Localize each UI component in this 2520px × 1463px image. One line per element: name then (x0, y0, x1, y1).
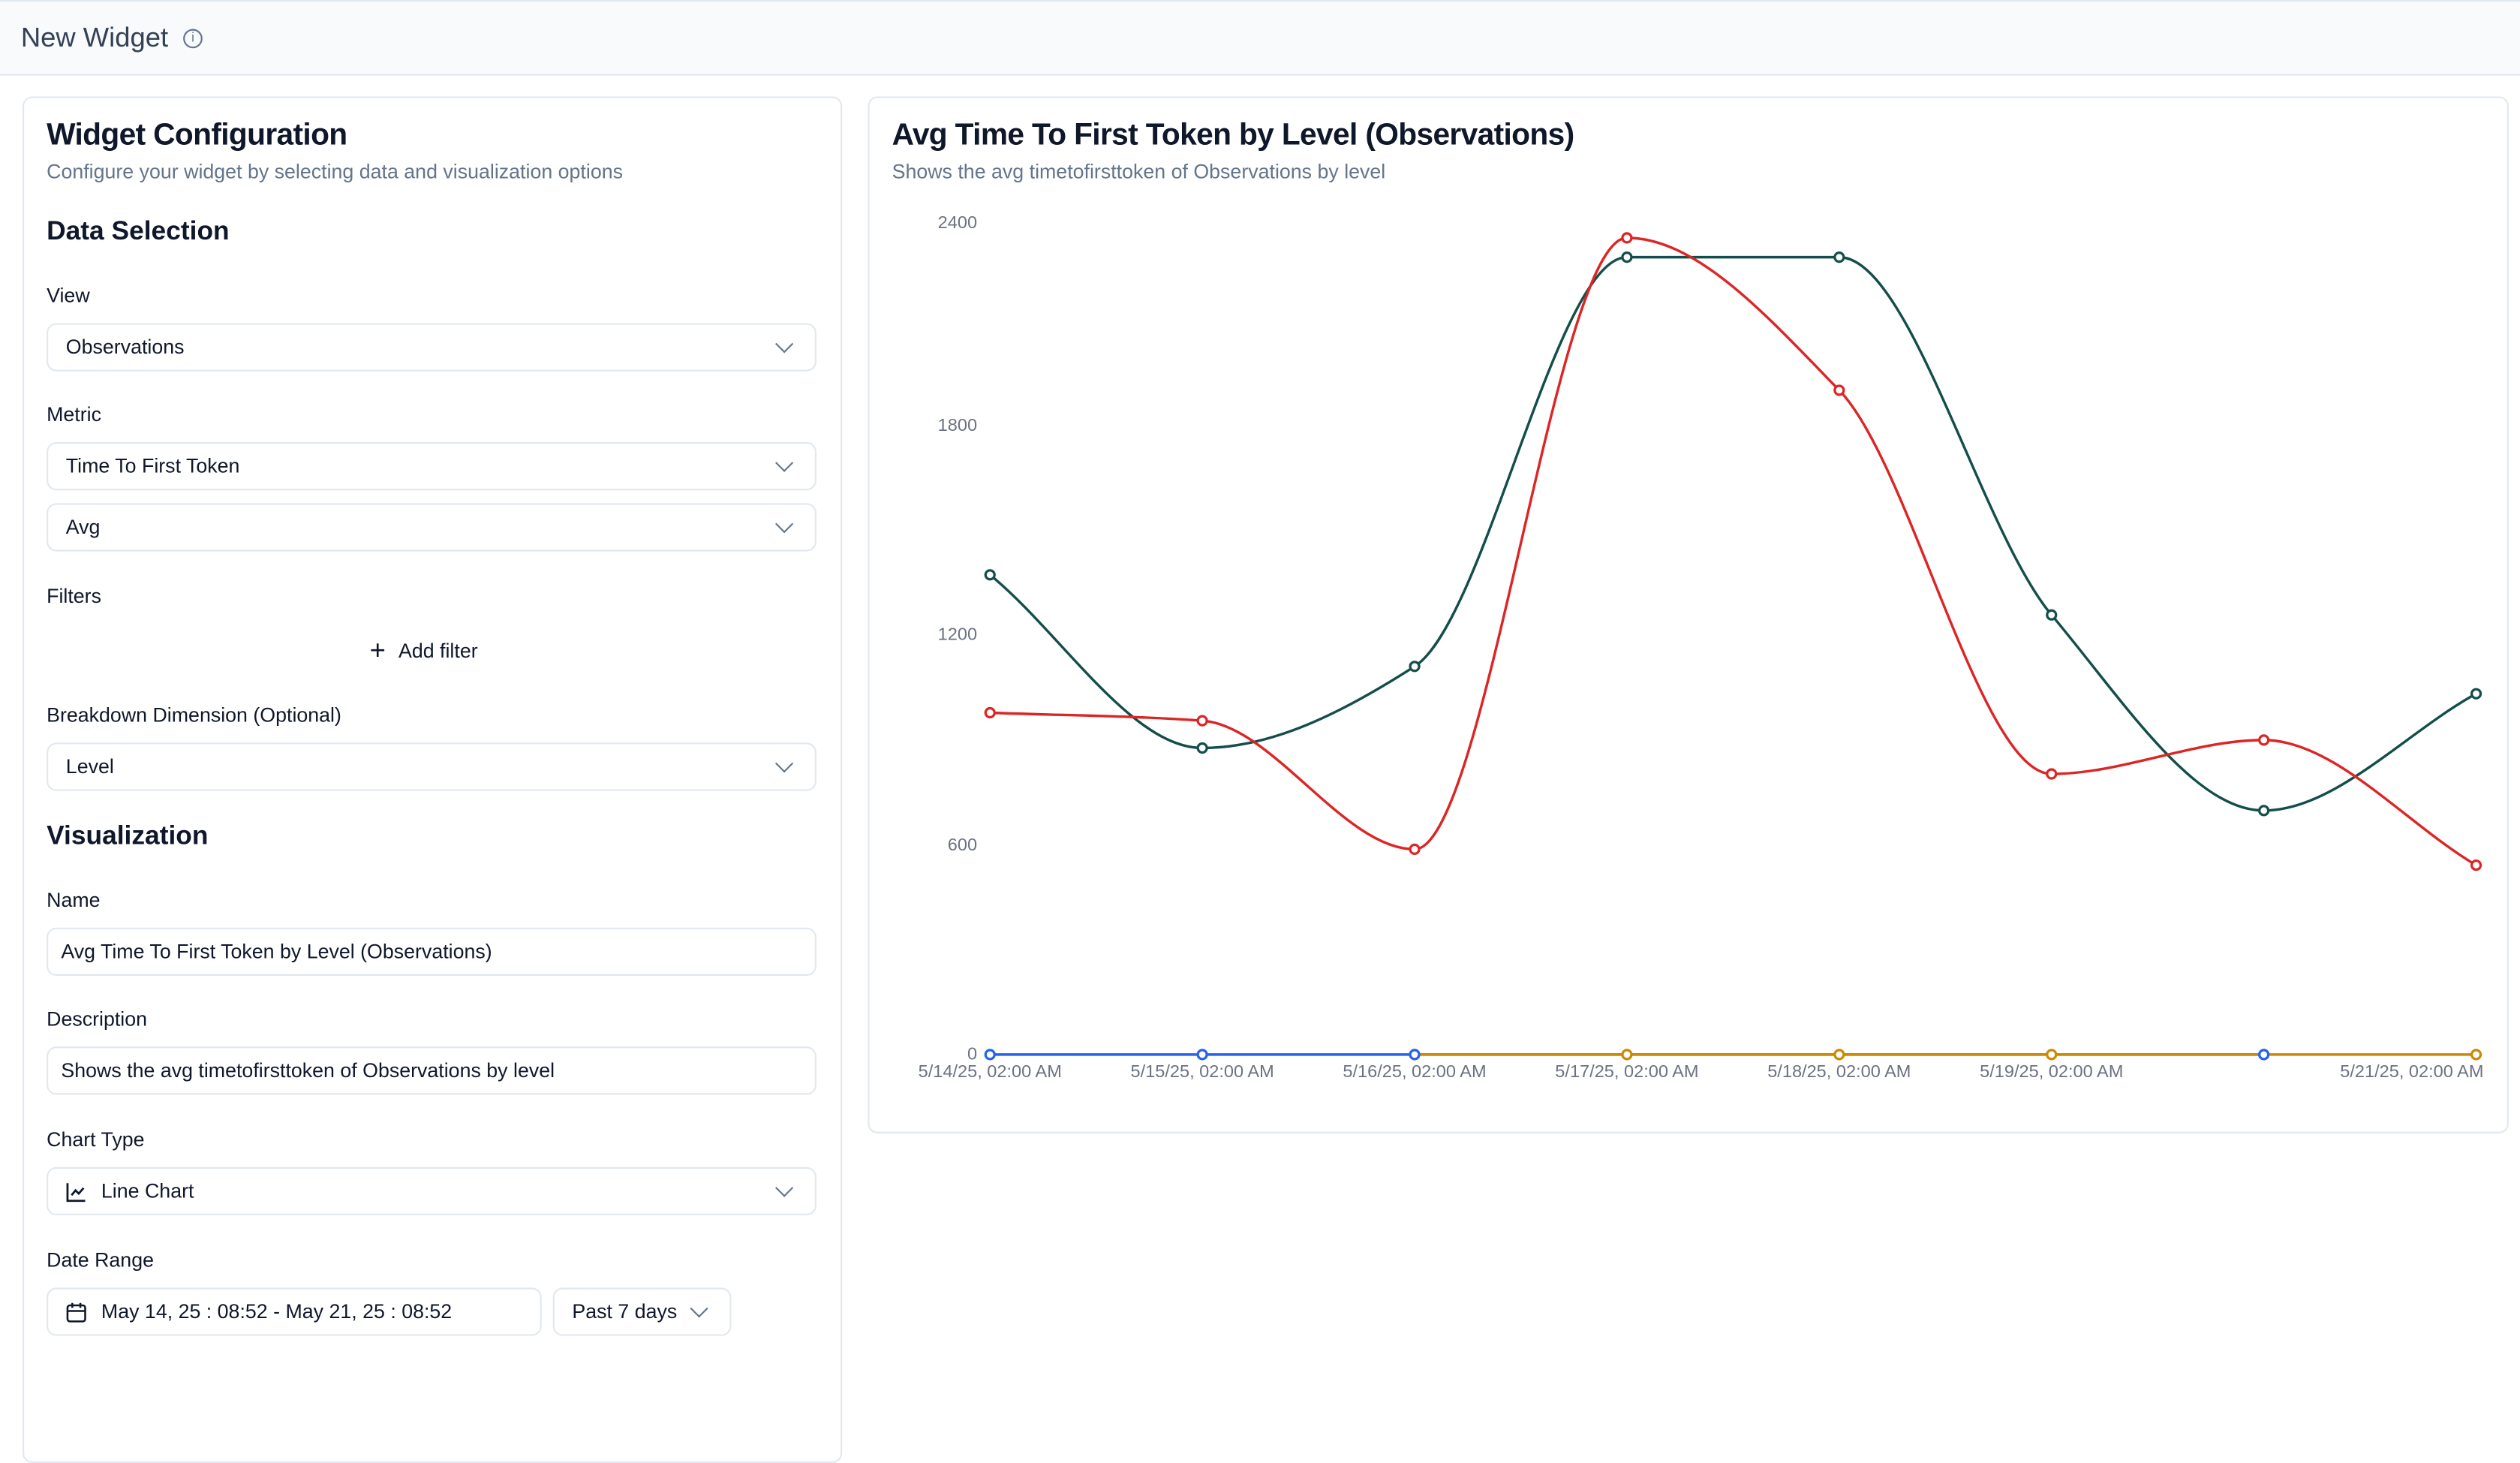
data-point[interactable] (1409, 661, 1421, 673)
view-label: View (47, 284, 90, 308)
breakdown-select-value: Level (65, 755, 114, 778)
calendar-icon (66, 1302, 86, 1322)
date-range-value: May 14, 25 : 08:52 - May 21, 25 : 08:52 (101, 1300, 453, 1323)
y-tick-label: 0 (967, 1045, 978, 1064)
metric-select-value: Time To First Token (65, 455, 240, 478)
date-preset-value: Past 7 days (572, 1300, 678, 1323)
y-tick-label: 2400 (937, 213, 978, 233)
x-tick-label: 5/21/25, 02:00 AM (2340, 1062, 2484, 1082)
filters-label: Filters (47, 585, 101, 608)
chevron-down-icon (774, 1179, 794, 1197)
data-point[interactable] (1196, 1049, 1208, 1061)
data-point[interactable] (1621, 232, 1633, 244)
chart-type-value: Line Chart (101, 1179, 194, 1203)
chart-subtitle: Shows the avg timetofirsttoken of Observ… (892, 161, 1386, 184)
x-tick-label: 5/15/25, 02:00 AM (1130, 1062, 1274, 1082)
breakdown-select[interactable]: Level (47, 742, 816, 791)
description-input-value: Shows the avg timetofirsttoken of Observ… (61, 1059, 555, 1082)
data-point[interactable] (1621, 1049, 1633, 1061)
data-point[interactable] (2470, 1049, 2482, 1061)
chevron-down-icon (774, 515, 794, 534)
config-title: Widget Configuration (47, 119, 347, 153)
data-point[interactable] (2470, 859, 2482, 871)
chart-type-label: Chart Type (47, 1128, 145, 1151)
data-point[interactable] (1621, 251, 1633, 263)
chevron-down-icon (774, 754, 794, 773)
description-input[interactable]: Shows the avg timetofirsttoken of Observ… (47, 1046, 816, 1095)
series-line (989, 255, 2477, 812)
y-tick-label: 600 (947, 835, 978, 856)
x-tick-label: 5/14/25, 02:00 AM (918, 1062, 1062, 1082)
info-circle-icon[interactable]: i (183, 29, 203, 49)
date-preset-select[interactable]: Past 7 days (552, 1287, 732, 1336)
data-point[interactable] (1833, 384, 1845, 396)
name-input-value: Avg Time To First Token by Level (Observ… (61, 940, 492, 963)
chevron-down-icon (774, 335, 794, 354)
x-tick-label: 5/16/25, 02:00 AM (1343, 1062, 1487, 1082)
line-chart-plot (984, 232, 2482, 1061)
plus-icon: + (369, 634, 386, 666)
metric-label: Metric (47, 403, 101, 426)
breakdown-label: Breakdown Dimension (Optional) (47, 704, 341, 727)
add-filter-button[interactable]: + Add filter (369, 634, 478, 666)
top-bar (0, 0, 2520, 76)
chevron-down-icon (690, 1299, 708, 1318)
view-select-value: Observations (65, 336, 185, 359)
data-point[interactable] (2258, 1049, 2270, 1061)
data-point[interactable] (984, 569, 996, 581)
data-point[interactable] (2046, 768, 2058, 780)
chart-type-select[interactable]: Line Chart (47, 1166, 816, 1216)
series-line (990, 236, 2477, 867)
data-point[interactable] (2258, 805, 2270, 817)
data-point[interactable] (984, 706, 996, 719)
date-range-label: Date Range (47, 1249, 154, 1272)
data-point[interactable] (1833, 251, 1845, 263)
chart-card (868, 96, 2509, 1133)
chart-title: Avg Time To First Token by Level (Observ… (892, 119, 1575, 153)
name-input[interactable]: Avg Time To First Token by Level (Observ… (47, 927, 816, 976)
data-point[interactable] (1196, 742, 1208, 754)
data-selection-heading: Data Selection (47, 217, 230, 246)
y-tick-label: 1800 (937, 416, 978, 436)
data-point[interactable] (1196, 715, 1208, 727)
page-title: New Widget (20, 22, 169, 53)
metric-select[interactable]: Time To First Token (47, 441, 816, 491)
data-point[interactable] (984, 1049, 996, 1061)
date-range-picker[interactable]: May 14, 25 : 08:52 - May 21, 25 : 08:52 (47, 1287, 542, 1336)
data-point[interactable] (1409, 843, 1421, 855)
visualization-heading: Visualization (47, 821, 209, 850)
description-label: Description (47, 1007, 148, 1031)
data-point[interactable] (2258, 734, 2270, 746)
aggregation-select[interactable]: Avg (47, 503, 816, 552)
add-filter-label: Add filter (398, 640, 478, 663)
data-point[interactable] (2470, 688, 2482, 700)
x-tick-label: 5/19/25, 02:00 AM (1980, 1062, 2124, 1082)
line-chart-icon (66, 1182, 86, 1202)
aggregation-select-value: Avg (65, 516, 101, 539)
data-point[interactable] (1833, 1049, 1845, 1061)
chevron-down-icon (774, 453, 794, 472)
data-point[interactable] (2046, 1049, 2058, 1061)
data-point[interactable] (2046, 609, 2058, 621)
data-point[interactable] (1409, 1049, 1421, 1061)
y-tick-label: 1200 (937, 625, 978, 645)
name-label: Name (47, 889, 101, 912)
config-subtitle: Configure your widget by selecting data … (47, 161, 624, 184)
x-tick-label: 5/17/25, 02:00 AM (1555, 1062, 1699, 1082)
x-tick-label: 5/18/25, 02:00 AM (1767, 1062, 1911, 1082)
view-select[interactable]: Observations (47, 323, 816, 372)
